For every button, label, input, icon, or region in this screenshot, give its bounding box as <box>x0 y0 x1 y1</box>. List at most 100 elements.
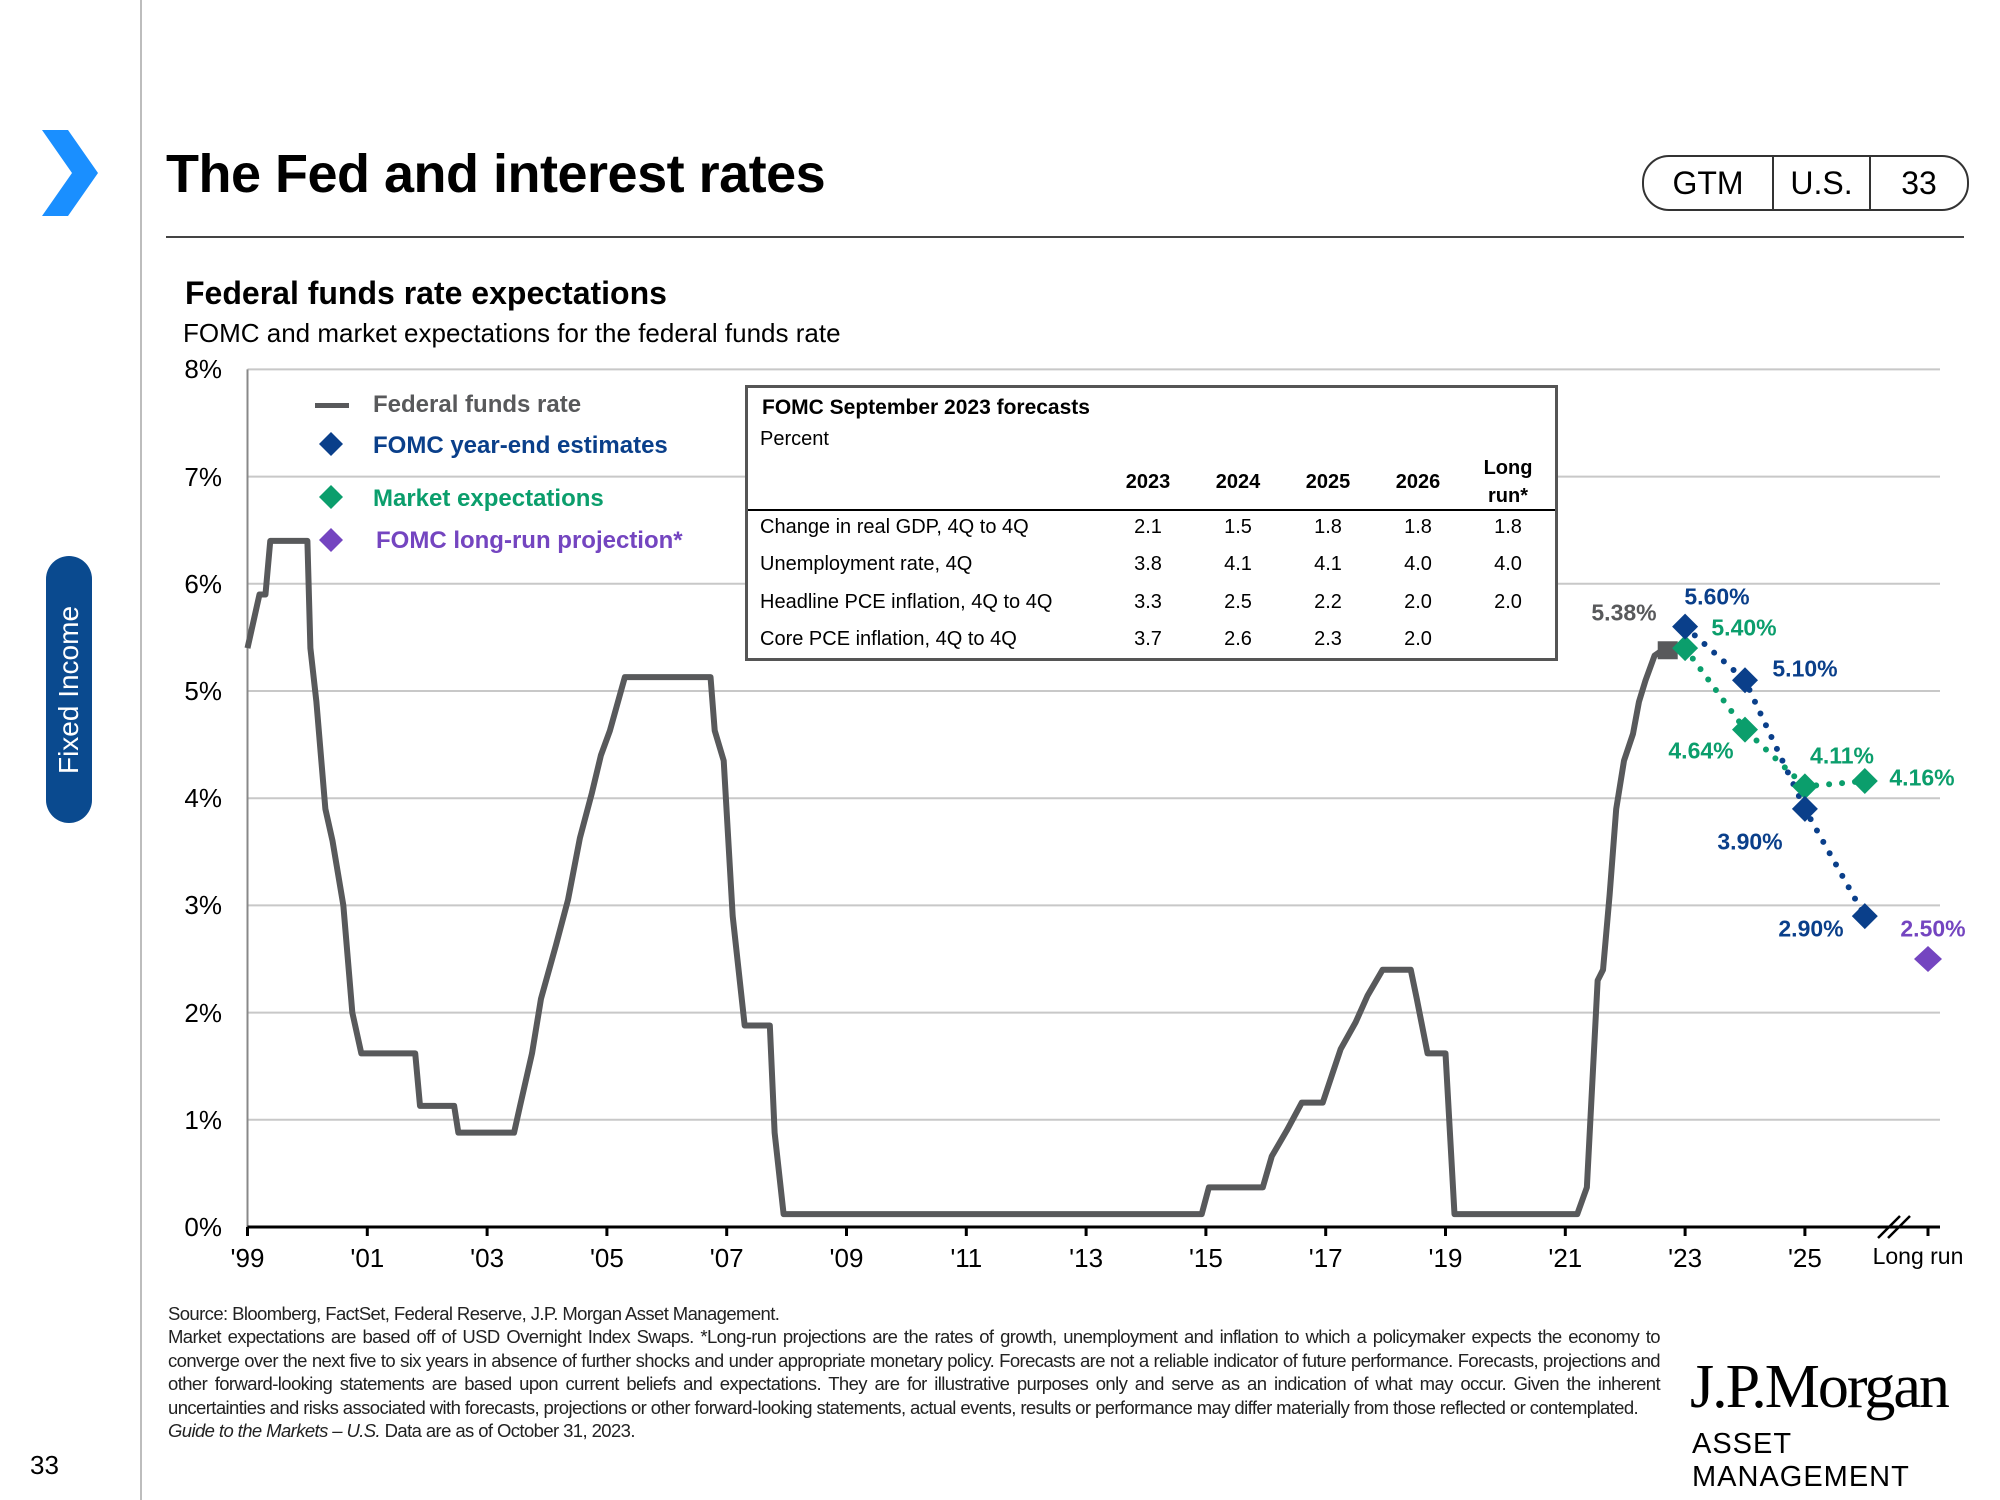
market-point <box>1732 716 1758 743</box>
x-tick-label: '01 <box>350 1243 385 1273</box>
table-cell: 2.1 <box>1134 516 1162 538</box>
x-tick-label: '07 <box>709 1243 744 1273</box>
x-tick-label: '15 <box>1188 1243 1223 1273</box>
footnote: Source: Bloomberg, FactSet, Federal Rese… <box>168 1302 1661 1442</box>
y-tick-label: 1% <box>184 1104 222 1135</box>
y-tick-label: 7% <box>184 461 222 492</box>
y-tick-label: 5% <box>184 676 222 706</box>
page-number: 33 <box>30 1450 59 1480</box>
fomc-label: 5.10% <box>1772 655 1838 682</box>
x-tick-label: '03 <box>470 1243 505 1273</box>
market-label: 5.40% <box>1711 614 1777 641</box>
table-cell: 4.1 <box>1224 553 1252 576</box>
badge-region: U.S. <box>1774 157 1871 209</box>
y-tick-label: 2% <box>184 997 222 1028</box>
col-long-run-1: Long <box>1483 457 1533 479</box>
y-tick-label: 4% <box>184 783 222 814</box>
x-tick-label: '09 <box>829 1243 864 1273</box>
table-cell: 2.5 <box>1224 590 1252 613</box>
y-tick-label: 0% <box>184 1212 222 1242</box>
legend-line-fed-funds <box>315 403 349 408</box>
legend-diamond-long-run <box>319 528 343 552</box>
chart-subtitle: FOMC and market expectations for the fed… <box>183 318 841 348</box>
market-label: 4.64% <box>1668 737 1734 764</box>
sidebar-divider <box>140 0 142 1500</box>
col-2025: 2025 <box>1305 471 1351 493</box>
asof-text: Data are as of October 31, 2023. <box>380 1420 636 1442</box>
legend-market: Market expectations <box>373 485 604 512</box>
y-tick-label: 8% <box>184 354 222 385</box>
col-long-run-2: run* <box>1488 485 1528 507</box>
x-tick-label: '19 <box>1428 1243 1463 1273</box>
legend-long-run: FOMC long-run projection* <box>376 527 683 554</box>
footnote-asof: Guide to the Markets – U.S. Data are as … <box>168 1419 1660 1442</box>
section-tab-fixed-income[interactable]: Fixed Income <box>46 556 92 823</box>
jpmorgan-logo: J.P.Morgan <box>1690 1353 1950 1421</box>
col-2026: 2026 <box>1395 471 1441 493</box>
table-title: FOMC September 2023 forecasts <box>762 396 1090 419</box>
fomc-forecast-table: FOMC September 2023 forecasts Percent 20… <box>745 385 1558 661</box>
table-cell: 1.5 <box>1224 516 1252 538</box>
table-row-label: Headline PCE inflation, 4Q to 4Q <box>760 590 1053 613</box>
table-cell: 2.3 <box>1314 627 1342 650</box>
table-cell: 1.8 <box>1494 516 1522 538</box>
x-tick-label: '21 <box>1548 1243 1583 1273</box>
long-run-label: 2.50% <box>1900 915 1966 942</box>
market-dotted-line <box>1682 645 1868 790</box>
y-tick-label: 3% <box>184 890 222 921</box>
footnote-body: Market expectations are based off of USD… <box>168 1326 1661 1418</box>
table-unit: Percent <box>760 428 829 450</box>
fomc-label: 3.90% <box>1717 828 1783 855</box>
jpmorgan-logo-subtitle: ASSET MANAGEMENT <box>1692 1428 1910 1493</box>
x-tick-label: '25 <box>1787 1243 1822 1273</box>
legend-diamond-market <box>319 485 343 509</box>
table-rule <box>748 509 1555 511</box>
fomc-point <box>1672 613 1699 640</box>
table-cell: 1.8 <box>1314 516 1342 538</box>
market-point <box>1672 635 1699 662</box>
x-tick-label: Long run <box>1872 1243 1964 1269</box>
table-cell: 4.0 <box>1404 553 1432 576</box>
x-tick-label: '17 <box>1308 1243 1343 1273</box>
table-cell: 2.2 <box>1314 590 1342 613</box>
x-tick-label: '11 <box>950 1243 983 1273</box>
header-rule <box>166 236 1964 238</box>
col-2023: 2023 <box>1125 471 1171 493</box>
market-point <box>1851 768 1878 795</box>
fomc-point <box>1791 795 1818 822</box>
fed-funds-line <box>244 537 1674 1218</box>
fomc-point <box>1732 667 1758 694</box>
table-cell: 4.0 <box>1494 553 1522 576</box>
market-label: 4.11% <box>1810 742 1874 769</box>
y-tick-label: 6% <box>184 568 222 599</box>
fomc-dotted-line <box>1682 623 1868 920</box>
legend-fed-funds: Federal funds rate <box>373 391 582 418</box>
fed-funds-last-label: 5.38% <box>1591 599 1657 626</box>
table-cell: 4.1 <box>1314 553 1342 576</box>
fed-funds-end-marker <box>1657 641 1678 660</box>
table-row-label: Unemployment rate, 4Q <box>760 553 973 576</box>
legend-diamond-fomc <box>319 432 343 456</box>
axis-break-icon <box>1877 1215 1911 1239</box>
market-point <box>1791 773 1818 800</box>
market-label: 4.16% <box>1889 764 1955 791</box>
x-tick-label: '13 <box>1069 1243 1104 1273</box>
header-badges: GTM U.S. 33 <box>1642 155 1969 211</box>
fomc-label: 2.90% <box>1778 915 1844 942</box>
legend-fomc: FOMC year-end estimates <box>373 432 668 459</box>
x-tick-label: '23 <box>1668 1243 1703 1273</box>
guide-title: Guide to the Markets – U.S. <box>168 1420 381 1442</box>
col-2024: 2024 <box>1215 471 1261 493</box>
chart-title: Federal funds rate expectations <box>185 275 667 311</box>
badge-page: 33 <box>1901 164 1937 201</box>
table-cell: 3.3 <box>1134 590 1162 613</box>
long-run-point <box>1914 946 1942 972</box>
table-cell: 2.0 <box>1494 590 1522 613</box>
legend-markers <box>315 403 349 552</box>
fomc-point <box>1851 903 1878 930</box>
table-cell: 1.8 <box>1404 516 1432 538</box>
table-cell: 2.0 <box>1404 627 1432 650</box>
x-tick-label: '05 <box>589 1243 624 1273</box>
table-cell: 3.7 <box>1134 627 1162 650</box>
